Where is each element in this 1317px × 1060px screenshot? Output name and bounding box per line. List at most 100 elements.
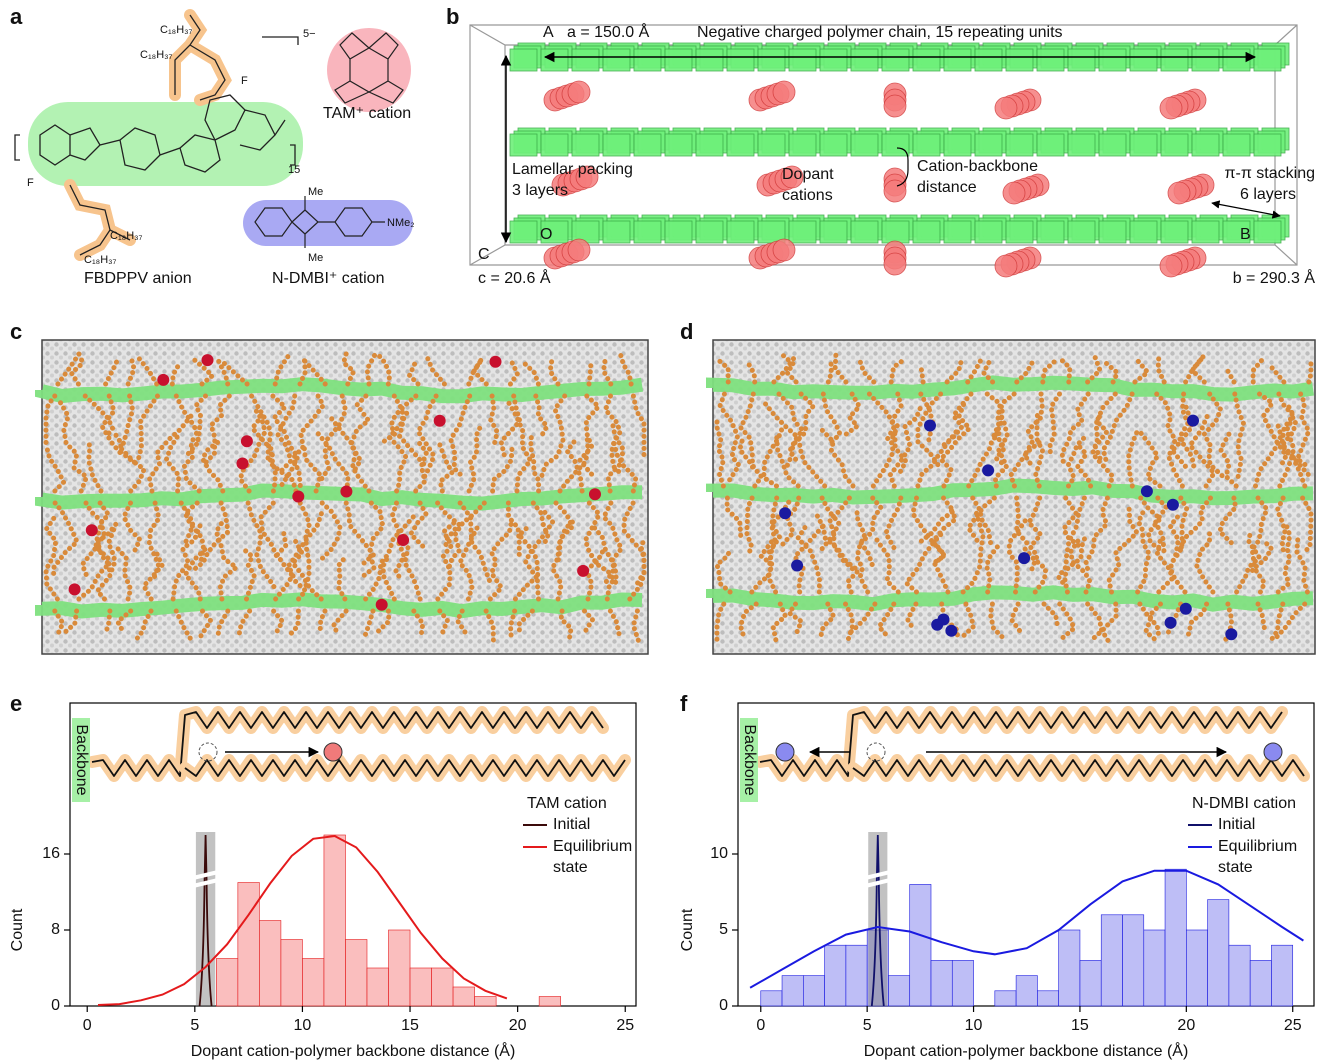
side-chain: [1032, 408, 1046, 489]
x-tick-label: 15: [401, 1017, 419, 1034]
side-chain: [79, 500, 112, 583]
panel-label: e: [10, 691, 22, 716]
bar: [1164, 868, 1187, 1007]
side-chain: [1057, 355, 1073, 385]
side-chain: [1294, 391, 1312, 470]
bar: [1207, 899, 1230, 1007]
side-chain: [547, 354, 561, 387]
side-chain: [770, 601, 789, 644]
side-chain: [59, 608, 80, 638]
panel-label: c: [10, 319, 22, 344]
legend-title: N-DMBI cation: [1192, 795, 1296, 812]
side-chain: [944, 358, 964, 385]
side-chain: [274, 393, 298, 474]
side-chain: [776, 391, 806, 466]
side-chain: [1006, 517, 1028, 595]
dopant: [937, 613, 950, 626]
side-chain: [55, 351, 82, 387]
side-chain: [1088, 601, 1119, 643]
polymer-block: [1129, 48, 1158, 72]
side-chain: [744, 495, 755, 557]
alkyl-highlight: [179, 754, 631, 782]
polymer-block: [819, 133, 848, 157]
side-chain: [188, 500, 231, 575]
side-chain: [173, 393, 202, 459]
polymer-block: [1160, 48, 1189, 72]
side-chain: [411, 608, 426, 638]
side-chain: [435, 518, 459, 602]
side-chain: [522, 361, 541, 387]
side-chain: [1185, 601, 1210, 639]
side-chain: [1014, 359, 1035, 385]
side-chain: [1178, 495, 1213, 552]
y-tick-label: 10: [710, 845, 728, 862]
dopant: [68, 583, 81, 596]
bar: [1058, 929, 1081, 1007]
side-chain: [1223, 364, 1237, 385]
bar: [1143, 929, 1166, 1007]
side-chain: [1216, 495, 1239, 546]
side-chain: [970, 495, 994, 549]
side-chain: [1250, 356, 1266, 385]
axis-break: [192, 870, 219, 888]
polymer-block: [1160, 133, 1189, 157]
polymer-block: [974, 48, 1003, 72]
side-chain: [98, 393, 126, 459]
side-chain: [1183, 352, 1208, 385]
side-chain: [136, 356, 160, 387]
tam-label: TAM⁺ cation: [323, 105, 411, 122]
side-chain: [448, 393, 473, 480]
initial-site: [198, 742, 218, 762]
side-chain: [271, 608, 286, 635]
alkyl-chain: [184, 759, 626, 777]
side-chain: [490, 445, 515, 494]
polymer-block: [695, 48, 724, 72]
side-chain: [314, 429, 351, 494]
backbone-structure: [39, 94, 286, 173]
dopant: [1187, 414, 1199, 427]
side-chain: [1249, 495, 1270, 576]
dopant-label: Dopant: [782, 166, 834, 183]
side-chain: [1008, 440, 1042, 489]
side-chain: [181, 432, 202, 494]
panel-label: a: [10, 4, 23, 29]
amine-label: NMe₂: [387, 217, 415, 229]
side-chain: [249, 410, 299, 494]
x-tick-label: 0: [756, 1017, 765, 1034]
side-chain: [317, 500, 343, 563]
side-chain: [558, 608, 574, 645]
side-chain: [1040, 358, 1058, 385]
polymer-block: [1098, 220, 1127, 244]
polymer-block: [1005, 220, 1034, 244]
side-chain: [125, 356, 137, 387]
side-chain: [375, 352, 393, 387]
side-chain: [1106, 504, 1141, 595]
side-chain: [83, 500, 113, 575]
side-chain: [361, 608, 376, 643]
bar: [538, 996, 561, 1007]
dopant-cation: [780, 165, 804, 189]
bar: [845, 944, 868, 1007]
side-chain: [317, 608, 328, 632]
polymer-block: [788, 48, 817, 72]
side-chain: [965, 354, 985, 385]
polymer-backbone: [35, 592, 643, 619]
side-chain: [937, 402, 973, 489]
side-chain-label: C₁₈H₃₇: [140, 49, 173, 61]
bar: [388, 929, 411, 1007]
side-chain: [784, 391, 817, 470]
bar: [1122, 914, 1145, 1007]
side-chain: [413, 436, 430, 494]
polymer-block: [1036, 133, 1065, 157]
side-chain: [516, 608, 535, 635]
legend-label: Initial: [1218, 816, 1256, 833]
initial-spike: [198, 834, 213, 1007]
side-chain: [904, 601, 919, 632]
side-chain: [818, 495, 842, 553]
side-chain: [845, 601, 878, 637]
dopant: [292, 490, 305, 503]
side-chain: [1232, 391, 1247, 485]
side-chain: [135, 393, 160, 464]
side-chain: [1085, 353, 1103, 385]
polymer-block: [664, 133, 693, 157]
